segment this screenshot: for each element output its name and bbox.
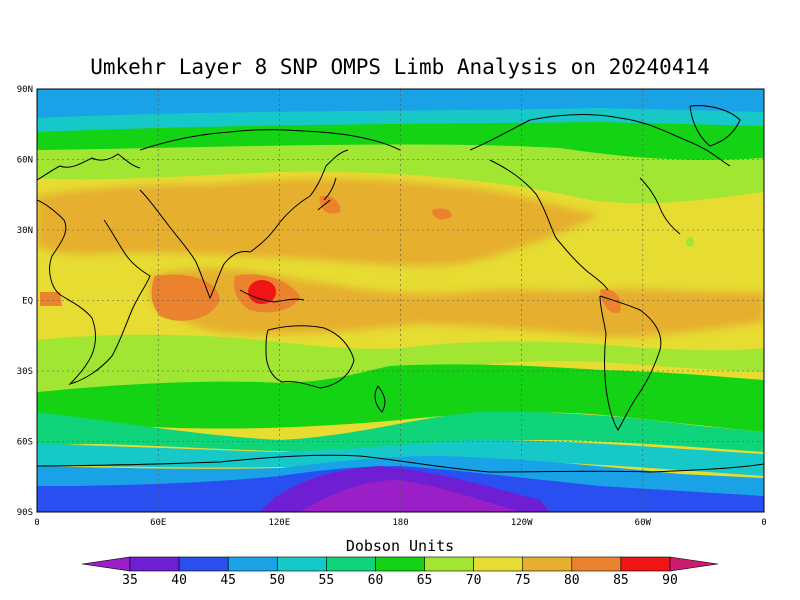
colorbar-label: 35 xyxy=(122,573,138,588)
lon-tick-label: 60W xyxy=(635,518,652,528)
colorbar-label: 75 xyxy=(515,573,531,588)
colorbar-swatch xyxy=(571,556,622,572)
colorbar-label: 55 xyxy=(319,573,335,588)
colorbar-low-arrow xyxy=(81,556,131,572)
lat-tick-label: 90N xyxy=(17,85,33,95)
colorbar-swatch xyxy=(522,556,573,572)
coastlines xyxy=(37,105,764,473)
colorbar-swatch xyxy=(276,556,327,572)
colorbar-swatch xyxy=(375,556,425,572)
colorbar-swatch xyxy=(424,556,474,572)
colorbar-swatch xyxy=(620,556,671,572)
colorbar-swatch xyxy=(326,556,376,572)
lon-axis: 0 60E 120E 180 120W 60W 0 xyxy=(34,518,766,528)
colorbar-swatch xyxy=(129,556,180,572)
colorbar-label: 40 xyxy=(171,573,187,588)
lat-axis: 90N 60N 30N EQ 30S 60S 90S xyxy=(17,85,33,518)
colorbar-label: 70 xyxy=(466,573,482,588)
colorbar-label: 50 xyxy=(269,573,285,588)
colorbar-label: 85 xyxy=(613,573,629,588)
lon-tick-label: 0 xyxy=(34,518,39,528)
colorbar-swatch xyxy=(227,556,278,572)
gridlines xyxy=(37,89,764,512)
colorbar-title: Dobson Units xyxy=(345,537,455,555)
colorbar: 35 40 45 50 55 60 65 70 75 80 85 90 xyxy=(81,556,719,588)
lat-tick-label: EQ xyxy=(22,297,33,307)
lat-tick-label: 30S xyxy=(17,367,33,377)
colorbar-swatch xyxy=(178,556,229,572)
colorbar-label: 60 xyxy=(368,573,384,588)
lon-tick-label: 60E xyxy=(150,518,166,528)
colorbar-label: 90 xyxy=(662,573,678,588)
lon-tick-label: 120W xyxy=(511,518,533,528)
lat-tick-label: 90S xyxy=(17,508,33,518)
colorbar-label: 65 xyxy=(417,573,433,588)
lon-tick-label: 0 xyxy=(761,518,766,528)
lat-tick-label: 30N xyxy=(17,226,33,236)
lat-tick-label: 60S xyxy=(17,438,33,448)
lon-tick-label: 120E xyxy=(268,518,290,528)
map-title: Umkehr Layer 8 SNP OMPS Limb Analysis on… xyxy=(90,55,710,79)
map-frame xyxy=(36,88,765,513)
colorbar-label: 80 xyxy=(564,573,580,588)
colorbar-high-arrow xyxy=(669,556,719,572)
lat-tick-label: 60N xyxy=(17,156,33,166)
lon-tick-label: 180 xyxy=(392,518,408,528)
colorbar-swatch xyxy=(473,556,524,572)
colorbar-label: 45 xyxy=(220,573,236,588)
